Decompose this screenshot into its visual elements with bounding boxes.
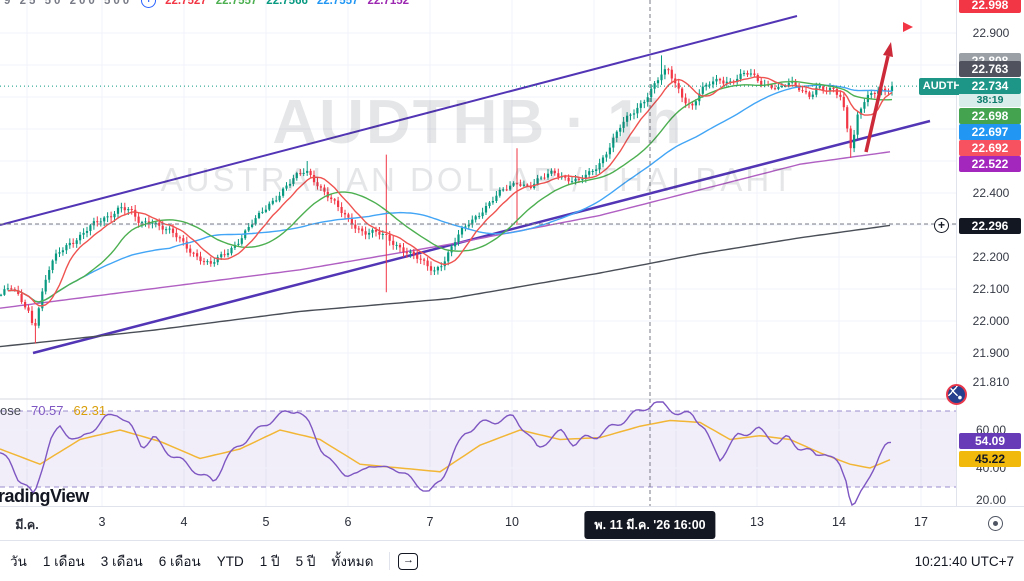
ma-value: 22.7566 (266, 0, 308, 7)
main-chart[interactable] (0, 0, 956, 506)
range-button-3[interactable]: 3 เดือน (93, 545, 151, 577)
price-line-label: 22.998 (959, 0, 1021, 13)
add-indicator-icon[interactable]: + (141, 0, 157, 8)
price-scale[interactable]: AUDTHB + 22.900 22.400 22.200 22.100 22.000 2… (919, 0, 1024, 507)
ma-values: 22.7527 22.7557 22.7566 22.7557 22.7152 (165, 0, 418, 7)
indicator-legend[interactable]: 9 25 50 200 500 + 22.7527 22.7557 22.7566 2… (4, 0, 418, 8)
price-scale-tick: 22.900 (972, 26, 1010, 40)
crosshair-target-icon[interactable] (988, 516, 1003, 531)
toolbar-divider (389, 552, 391, 570)
rsi-legend-label: ose (0, 403, 21, 418)
time-axis-tick: 5 (262, 515, 270, 529)
range-button-8[interactable]: ทั้งหมด (323, 545, 381, 577)
time-axis-tick: 10 (505, 515, 519, 529)
range-button-1[interactable]: วัน (2, 545, 35, 577)
range-button-5[interactable]: YTD (209, 549, 252, 574)
ma-value: 22.7557 (215, 0, 258, 7)
time-axis-tick: 17 (914, 515, 928, 529)
time-axis-tick: 7 (426, 515, 434, 529)
range-button-6[interactable]: 1 ปี (252, 545, 288, 577)
crosshair-date-label: พ. 11 มี.ค. '26 16:00 (584, 511, 716, 539)
price-scale-tick: 21.900 (972, 346, 1010, 360)
ma-value: 22.7152 (367, 0, 410, 7)
price-scale-tick: 22.000 (972, 314, 1010, 328)
price-scale-tick: 22.400 (972, 186, 1010, 200)
price-line-label: 22.698 (959, 108, 1021, 124)
time-axis[interactable]: มี.ค. 3 4 5 6 7 10 13 14 17 พ. 11 มี.ค. '26 16:00 (0, 506, 1024, 541)
price-line-label: 22.763 (959, 61, 1021, 77)
audthb-flag-icon (946, 384, 967, 405)
time-axis-tick: มี.ค. (15, 518, 39, 532)
price-line-label: 22.697 (959, 124, 1021, 140)
rsi-legend[interactable]: ose 70.57 62.31 (0, 403, 106, 418)
rsi-value: 70.57 (30, 403, 64, 418)
current-price-label: 22.734 (959, 78, 1021, 94)
price-line-label: 22.522 (959, 156, 1021, 172)
time-axis-tick: 3 (98, 515, 106, 529)
range-button-7[interactable]: 5 ปี (288, 545, 324, 577)
price-line-label: 22.692 (959, 140, 1021, 156)
crosshair-add-alert-icon[interactable]: + (934, 218, 949, 233)
price-line-label: 22.296 (959, 218, 1021, 234)
tradingview-logo[interactable]: radingView (0, 486, 89, 506)
bottom-toolbar: วัน 1 เดือน 3 เดือน 6 เดือน YTD 1 ปี 5 ปี ทั้งห… (0, 540, 1024, 581)
time-axis-tick: 13 (750, 515, 764, 529)
clock-utc-label[interactable]: 10:21:40 UTC+7 (914, 553, 1014, 569)
rsi-value-label: 54.09 (959, 433, 1021, 449)
time-axis-tick: 4 (180, 515, 188, 529)
range-button-4[interactable]: 6 เดือน (151, 545, 209, 577)
price-scale-tick: 21.810 (972, 375, 1010, 389)
range-button-2[interactable]: 1 เดือน (35, 545, 93, 577)
rsi-value-label: 45.22 (959, 451, 1021, 467)
price-scale-tick: 20.00 (975, 493, 1007, 507)
price-scale-tick: 22.200 (972, 250, 1010, 264)
time-axis-tick: 14 (832, 515, 846, 529)
time-axis-tick: 6 (344, 515, 352, 529)
goto-date-icon[interactable]: → (398, 552, 419, 570)
ma-value: 22.7527 (165, 0, 207, 7)
ma-lengths-label: 9 25 50 200 500 (4, 0, 133, 7)
rsi-ma-value: 62.31 (73, 403, 107, 418)
bar-countdown: 38:19 (959, 94, 1021, 107)
ma-value: 22.7557 (316, 0, 359, 7)
price-scale-tick: 22.100 (972, 282, 1010, 296)
